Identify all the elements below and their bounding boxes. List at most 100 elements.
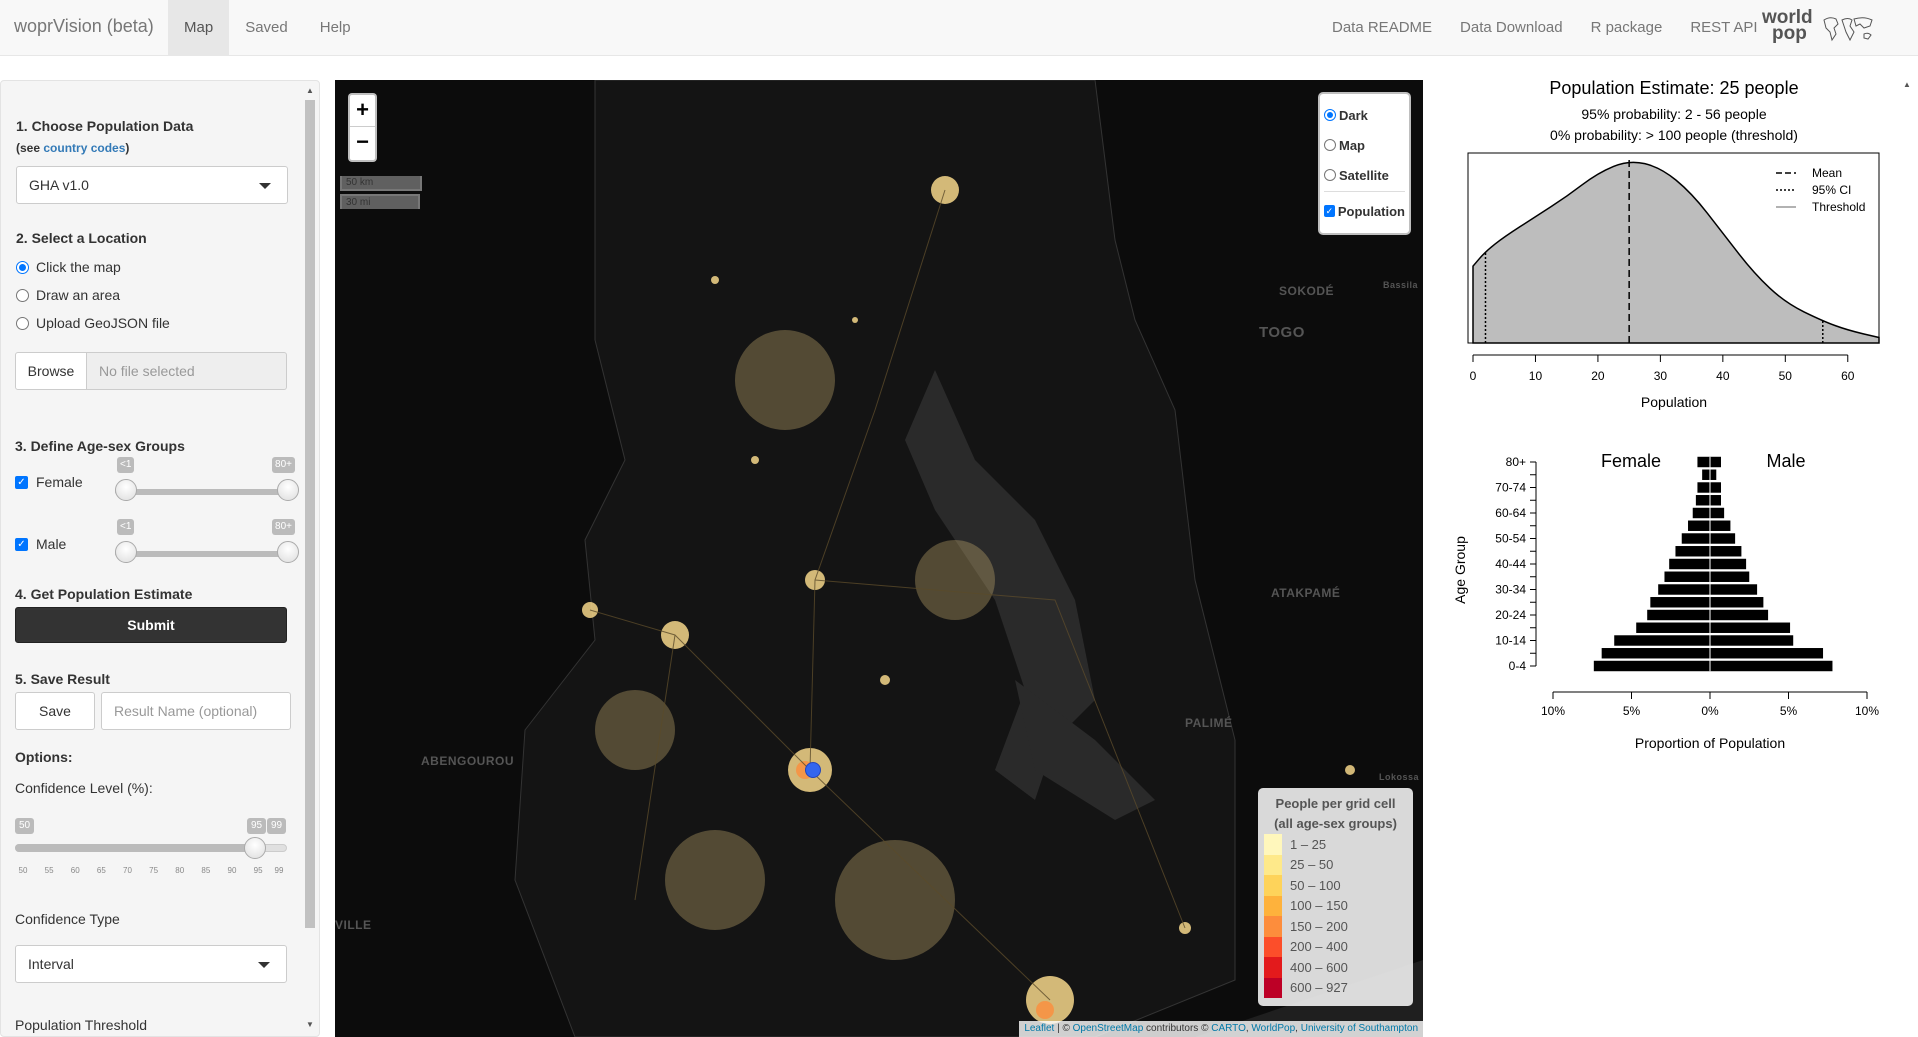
radio-draw-area[interactable]: Draw an area xyxy=(16,285,120,305)
legend-swatch xyxy=(1264,957,1282,978)
radio-button[interactable] xyxy=(16,316,29,330)
country-codes-link[interactable]: country codes xyxy=(43,141,126,155)
carto-link[interactable]: CARTO xyxy=(1211,1023,1246,1034)
slider-handle-max[interactable] xyxy=(277,541,299,563)
radio-button[interactable] xyxy=(1324,169,1336,181)
x-axis-label: Proportion of Population xyxy=(1635,735,1785,751)
bar-female xyxy=(1664,571,1710,582)
southampton-link[interactable]: University of Southampton xyxy=(1300,1023,1418,1034)
bar-female xyxy=(1669,558,1710,570)
female-age-slider[interactable]: <1 80+ xyxy=(115,457,299,507)
legend-label: 600 – 927 xyxy=(1290,980,1348,996)
radio-button[interactable] xyxy=(1324,109,1336,121)
x-axis: 10% 5% 0% 5% 10% xyxy=(1541,691,1879,718)
osm-link[interactable]: OpenStreetMap xyxy=(1072,1023,1144,1034)
male-age-slider[interactable]: <1 80+ xyxy=(115,519,299,569)
zoom-in-button[interactable]: + xyxy=(350,95,375,127)
layer-satellite[interactable]: Satellite xyxy=(1324,160,1405,190)
layer-population[interactable]: ✓ Population xyxy=(1324,196,1405,226)
slider-handle-max[interactable] xyxy=(277,479,299,501)
radio-click-map[interactable]: Click the map xyxy=(16,257,121,277)
attribution-text: , xyxy=(1295,1023,1301,1034)
check-icon[interactable]: ✓ xyxy=(15,475,28,489)
browse-button[interactable]: Browse xyxy=(15,352,87,390)
confidence-type-select[interactable]: Interval xyxy=(15,945,287,983)
result-name-input[interactable]: Result Name (optional) xyxy=(101,692,291,730)
layer-label: Satellite xyxy=(1339,167,1389,183)
leaflet-link[interactable]: Leaflet xyxy=(1024,1023,1055,1034)
note-suffix: ) xyxy=(125,141,130,155)
place-label: TOGO xyxy=(1259,324,1305,341)
female-label: Female xyxy=(36,474,83,490)
legend-title-2: (all age-sex groups) xyxy=(1274,816,1397,831)
file-name-field[interactable]: No file selected xyxy=(87,352,287,390)
scrollbar-thumb[interactable] xyxy=(305,100,315,928)
submit-button[interactable]: Submit xyxy=(15,607,287,643)
link-rest-api[interactable]: REST API xyxy=(1690,19,1758,36)
pyramid-male-title: Male xyxy=(1766,451,1805,471)
radio-button[interactable] xyxy=(16,260,29,274)
slider-min-tag: 50 xyxy=(15,818,35,834)
slider-min-tag: <1 xyxy=(117,457,135,473)
slider-max-tag: 80+ xyxy=(272,519,295,535)
scroll-down-icon[interactable]: ▼ xyxy=(306,1020,314,1029)
chart-title: Population Estimate: 25 people xyxy=(1549,78,1798,98)
scale-bar-km: 50 km xyxy=(340,176,422,191)
step5-title: 5. Save Result xyxy=(15,671,110,687)
map-attribution: Leaflet | © OpenStreetMap contributors ©… xyxy=(1019,1021,1423,1037)
link-data-download[interactable]: Data Download xyxy=(1460,19,1563,36)
nav-links: Data README Data Download R package REST… xyxy=(1318,0,1772,55)
geojson-file-input[interactable]: Browse No file selected xyxy=(15,352,287,390)
worldpop-logo[interactable]: world pop xyxy=(1762,8,1873,48)
zoom-out-button[interactable]: − xyxy=(356,129,369,154)
legend-ci: 95% CI xyxy=(1812,183,1851,197)
slider-handle[interactable] xyxy=(244,837,266,859)
slider-tick-label: 65 xyxy=(96,866,106,875)
male-checkbox-row[interactable]: ✓ Male xyxy=(15,534,66,554)
bar-male xyxy=(1710,571,1750,582)
tab-saved[interactable]: Saved xyxy=(245,19,288,36)
bar-male xyxy=(1710,584,1758,595)
radio-button[interactable] xyxy=(16,288,29,302)
place-label: SOKODÉ xyxy=(1279,284,1335,298)
bar-female xyxy=(1658,584,1710,595)
page-scrollbar[interactable]: ▲ xyxy=(1900,80,1914,1037)
bar-female xyxy=(1593,660,1710,672)
slider-handle-min[interactable] xyxy=(115,479,137,501)
check-icon[interactable]: ✓ xyxy=(15,537,28,551)
scroll-up-icon[interactable]: ▲ xyxy=(306,86,314,95)
slider-handle-min[interactable] xyxy=(115,541,137,563)
tab-map[interactable]: Map xyxy=(168,0,230,55)
sidebar-scrollbar[interactable]: ▲ ▼ xyxy=(303,82,317,1037)
radio-upload-geojson[interactable]: Upload GeoJSON file xyxy=(16,313,170,333)
bar-female xyxy=(1601,648,1710,659)
layer-dark[interactable]: Dark xyxy=(1324,100,1405,130)
selected-location-marker[interactable] xyxy=(805,762,821,778)
place-label: VILLE xyxy=(335,918,372,932)
scroll-up-icon[interactable]: ▲ xyxy=(1903,80,1911,89)
female-checkbox-row[interactable]: ✓ Female xyxy=(15,472,83,492)
worldpop-link[interactable]: WorldPop xyxy=(1251,1023,1296,1034)
confidence-level-slider[interactable]: 50 95 99 50 55 60 65 70 75 80 85 90 95 99 xyxy=(15,818,287,878)
legend-swatch xyxy=(1264,916,1282,937)
radio-button[interactable] xyxy=(1324,139,1336,151)
link-data-readme[interactable]: Data README xyxy=(1332,19,1433,36)
tab-help[interactable]: Help xyxy=(319,19,351,36)
layer-map[interactable]: Map xyxy=(1324,130,1405,160)
check-icon[interactable]: ✓ xyxy=(1324,205,1335,217)
legend-swatch xyxy=(1264,936,1282,957)
step4-title: 4. Get Population Estimate xyxy=(15,586,193,602)
app-brand[interactable]: woprVision (beta) xyxy=(14,16,154,36)
slider-tick-label: 60 xyxy=(70,866,80,875)
dataset-select[interactable]: GHA v1.0 xyxy=(16,166,288,204)
link-r-package[interactable]: R package xyxy=(1590,19,1663,36)
confidence-type-label: Confidence Type xyxy=(15,911,120,927)
save-button[interactable]: Save xyxy=(15,692,95,730)
legend-label: 400 – 600 xyxy=(1290,959,1348,975)
layer-divider xyxy=(1324,191,1405,192)
slider-max-tag: 80+ xyxy=(272,457,295,473)
bar-female xyxy=(1636,622,1710,633)
population-threshold-label: Population Threshold xyxy=(15,1017,148,1033)
map-view[interactable]: + − 50 km 30 mi Dark Map Satellite ✓ Pop… xyxy=(335,80,1423,1037)
bar-male xyxy=(1710,495,1721,506)
